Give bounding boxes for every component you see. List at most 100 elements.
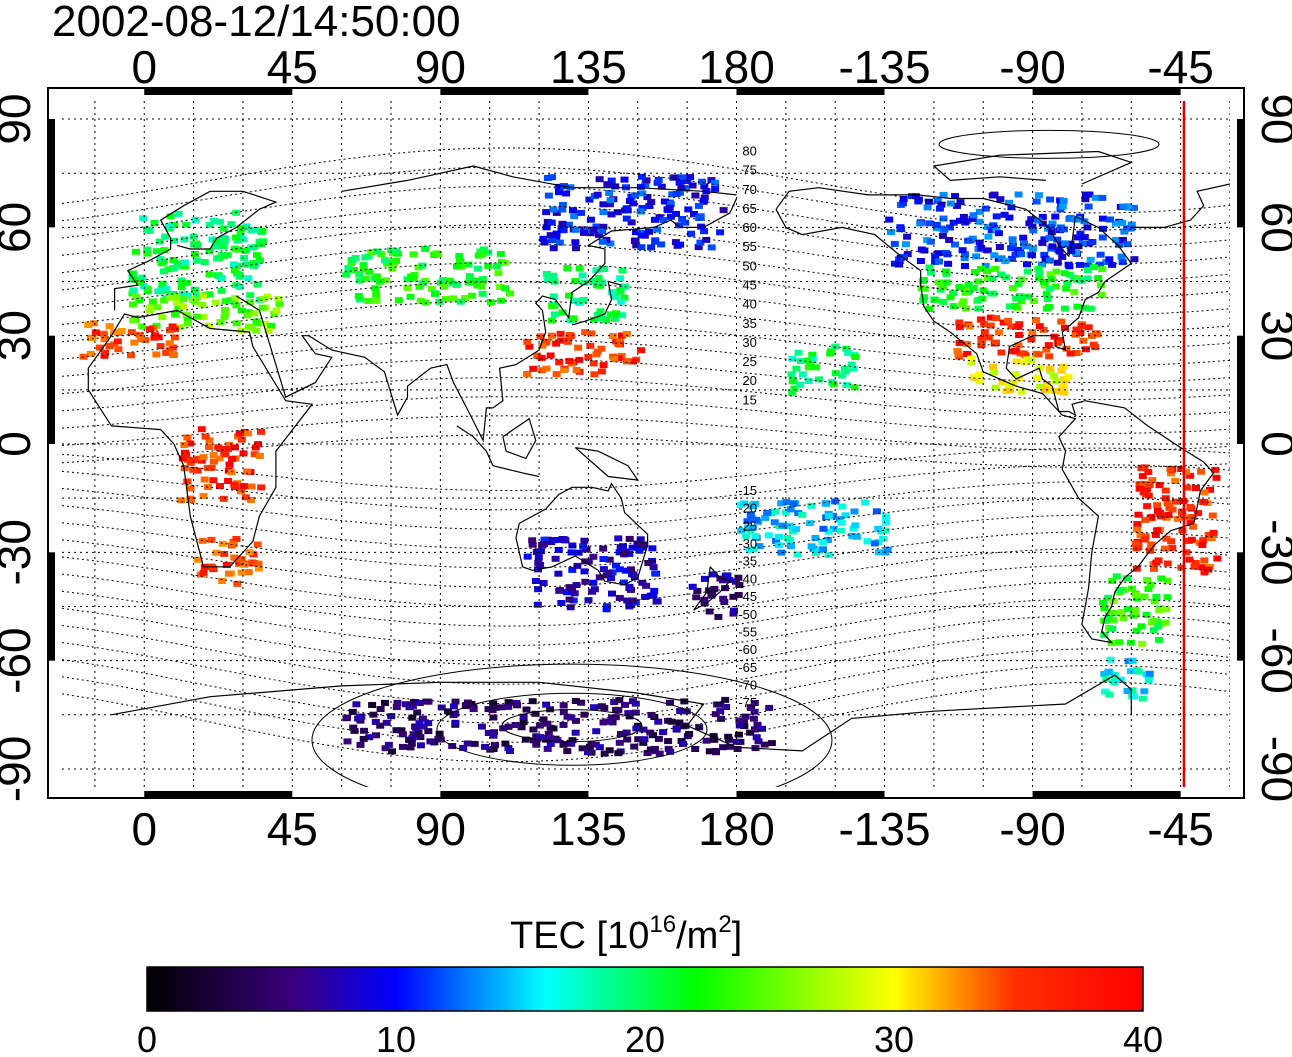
tec-cell (543, 745, 552, 752)
tec-cell (542, 701, 551, 708)
tec-cell (1086, 256, 1095, 263)
tec-cell (1133, 526, 1142, 533)
tec-cell (700, 596, 709, 603)
tec-cell (824, 552, 833, 558)
tec-cell (881, 513, 890, 520)
tec-cell (251, 444, 260, 451)
tec-cell (850, 508, 859, 515)
tec-cell (1199, 537, 1208, 544)
tec-cell (1027, 216, 1036, 223)
contour-labels: 80 75 70 65 60 55 50 45 40 35 30 25 20 15 -15 -20 -25 -30… (738, 144, 757, 711)
tec-cell (182, 279, 191, 286)
tec-cell (981, 262, 990, 269)
tec-cell (1173, 515, 1182, 522)
tec-cell (356, 741, 365, 748)
tec-cell (1198, 542, 1207, 548)
tec-cell (572, 582, 581, 588)
tec-cell (180, 259, 189, 266)
magnetic-contour (62, 357, 1230, 401)
tec-cell (1060, 240, 1069, 247)
tec-cell (807, 502, 816, 509)
tec-cell (872, 508, 881, 515)
tec-cell (642, 582, 651, 589)
tec-cell (621, 567, 630, 574)
tec-cell (1190, 563, 1199, 570)
tec-cell (923, 204, 932, 211)
tec-cell (916, 220, 925, 227)
tec-cell (615, 549, 624, 556)
tec-cell (1108, 261, 1117, 268)
tec-cell (1014, 247, 1023, 253)
tec-cell (434, 736, 443, 743)
tec-cell (632, 242, 641, 249)
tec-cell (593, 348, 602, 355)
tec-cell (1143, 485, 1151, 492)
tec-cell (224, 570, 233, 577)
coastline (236, 198, 738, 443)
tec-cell (506, 290, 514, 297)
tec-cell (1183, 484, 1192, 491)
tec-cell (1005, 382, 1013, 389)
tec-cell (882, 519, 891, 526)
tec-cell (714, 613, 723, 620)
tec-cell (660, 198, 669, 205)
coastline (571, 280, 622, 326)
tec-cell (822, 500, 831, 507)
tec-cell (246, 299, 255, 305)
tec-cell (250, 559, 258, 566)
tec-cell (606, 311, 615, 318)
tec-cell (992, 315, 1001, 322)
tec-cell (540, 541, 549, 548)
tec-cell (571, 239, 580, 246)
tec-cell (1154, 557, 1163, 564)
tec-cell (254, 560, 263, 567)
tec-cell (614, 340, 623, 347)
tec-cell (936, 286, 945, 293)
tec-cell (348, 708, 357, 715)
tec-cell (264, 328, 273, 334)
tec-cell (170, 222, 179, 229)
tec-cell (1039, 326, 1048, 333)
tec-cell (1023, 357, 1032, 364)
tec-cell (368, 702, 377, 708)
tec-cell (464, 261, 473, 268)
tec-cell (1098, 215, 1107, 222)
tec-cell (1153, 527, 1162, 534)
tec-cell (449, 295, 457, 302)
tec-cell (1051, 213, 1060, 220)
tec-cell (600, 266, 609, 272)
tec-cell (1034, 217, 1043, 224)
tec-cell (794, 349, 803, 356)
tec-cell (393, 699, 402, 706)
tec-cell (932, 225, 941, 231)
lat-tick-label-left: 60 (0, 202, 40, 253)
tec-cell (967, 355, 976, 362)
tec-cell (591, 741, 600, 748)
tec-cell (636, 183, 645, 190)
tec-cell (589, 579, 598, 586)
tec-cell (903, 233, 912, 240)
tec-cell (612, 562, 620, 569)
tec-cell (160, 268, 168, 275)
tec-cell (539, 235, 548, 242)
colorbar-tick-label: 0 (137, 1019, 157, 1057)
tec-cell (384, 741, 393, 748)
tec-cell (1109, 598, 1118, 605)
tec-cell (183, 314, 192, 321)
tec-cell (542, 224, 551, 231)
contour-label: 80 (742, 144, 756, 159)
tec-cell (1067, 248, 1076, 255)
tec-cell (751, 500, 760, 507)
tec-cell (636, 208, 645, 215)
tec-cell (170, 237, 178, 244)
lon-tick-label-top: -135 (838, 41, 930, 93)
lat-tick-label-right: 30 (1252, 310, 1292, 361)
tec-cell (1206, 486, 1214, 493)
tec-cell (563, 265, 572, 272)
tec-cell (192, 257, 201, 264)
tec-cell (158, 281, 167, 288)
tec-cell (1118, 259, 1127, 266)
tec-cell (232, 302, 241, 309)
tec-cell (559, 367, 568, 374)
tec-cell (572, 367, 581, 373)
